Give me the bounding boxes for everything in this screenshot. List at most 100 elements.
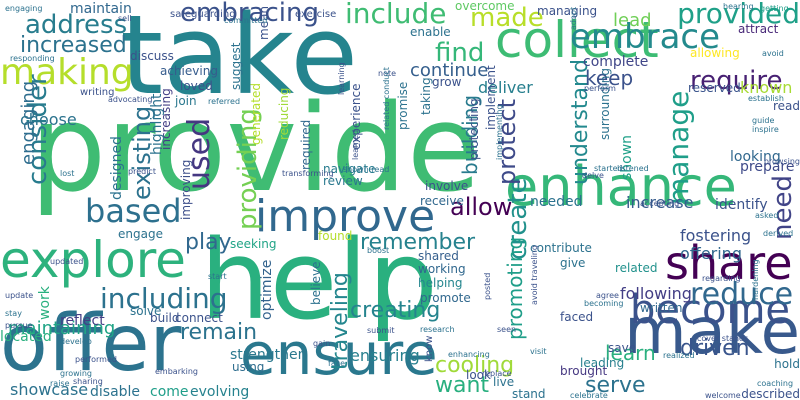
word-2: take: [120, 0, 358, 119]
word-164: update: [5, 291, 34, 300]
word-10: share: [665, 236, 793, 290]
word-128: surrounding: [598, 68, 612, 140]
word-192: learned: [351, 129, 360, 160]
word-15: based: [85, 192, 182, 230]
word-96: navigate: [323, 162, 376, 176]
word-44: learn: [605, 341, 656, 365]
word-183: becoming: [584, 299, 624, 308]
word-126: protecting: [467, 98, 481, 160]
word-115: reducing: [277, 87, 291, 140]
word-182: seen: [497, 325, 517, 334]
word-119: found: [318, 229, 353, 243]
word-122: enable: [410, 25, 451, 39]
word-157: asked: [755, 211, 779, 220]
word-187: realized: [663, 351, 695, 360]
word-73: allowing: [690, 46, 740, 60]
word-111: stand: [512, 387, 546, 400]
word-178: know: [424, 335, 435, 362]
word-106: leading: [580, 356, 625, 370]
word-135: committed: [224, 16, 268, 25]
word-60: following: [620, 284, 692, 303]
word-42: serve: [585, 373, 646, 398]
word-35: remember: [360, 230, 476, 255]
word-173: believe: [309, 261, 323, 305]
word-138: getting: [760, 4, 789, 13]
word-188: cover stands: [697, 334, 749, 343]
word-166: pursue: [5, 321, 33, 330]
word-168: performed: [75, 355, 117, 364]
word-141: responding: [10, 54, 55, 63]
word-170: sharing: [73, 377, 103, 386]
word-87: connect: [175, 311, 223, 325]
word-169: raise: [50, 379, 70, 388]
word-142: writing: [80, 87, 115, 98]
word-52: keep: [585, 66, 634, 90]
word-162: predict: [128, 167, 156, 176]
word-3: help: [200, 216, 438, 344]
word-78: achieving: [160, 64, 218, 78]
word-97: review: [323, 174, 363, 188]
word-4: offer: [0, 299, 182, 389]
word-63: showcase: [10, 380, 89, 399]
word-16: reduce: [690, 277, 794, 312]
word-36: creating: [350, 298, 441, 323]
word-103: written: [640, 301, 683, 315]
word-180: replace: [482, 369, 512, 378]
word-18: including: [100, 282, 228, 315]
word-80: improving: [179, 159, 193, 220]
word-65: optimize: [259, 259, 275, 320]
word-98: receive: [420, 194, 464, 208]
word-179: enhancing: [448, 350, 490, 359]
word-197: listened: [617, 164, 649, 173]
word-22: address: [25, 10, 128, 40]
word-171: growing: [60, 369, 92, 378]
word-66: looking: [730, 149, 781, 165]
word-19: include: [345, 0, 447, 30]
word-68: identify: [715, 197, 768, 213]
word-11: improve: [255, 191, 436, 242]
word-7: enhance: [505, 155, 737, 218]
word-59: offering: [680, 244, 742, 263]
word-55: lead: [613, 10, 652, 31]
word-196: posted: [483, 272, 492, 300]
word-125: promise: [396, 81, 410, 130]
word-24: find: [435, 38, 485, 68]
word-153: started: [594, 164, 623, 173]
word-100: involve: [425, 179, 469, 193]
word-113: described: [741, 387, 800, 400]
word-185: celebrate: [570, 391, 608, 400]
word-89: come: [150, 384, 189, 400]
word-117: required: [299, 119, 313, 170]
word-191: related conduct: [382, 67, 391, 130]
word-102: related: [615, 261, 658, 275]
word-6: ensure: [240, 320, 438, 388]
word-109: live: [493, 375, 515, 389]
word-93: helping: [418, 276, 463, 290]
word-156: accepting: [640, 199, 680, 208]
word-140: sell: [118, 14, 132, 23]
word-145: learning: [337, 62, 346, 95]
word-64: strengthen: [230, 347, 307, 363]
word-137: hearing: [723, 2, 754, 11]
word-51: continue: [410, 60, 489, 81]
word-104: give: [560, 256, 586, 270]
word-38: traveling: [328, 272, 353, 370]
word-167: develop: [60, 337, 92, 346]
word-90: evolving: [190, 384, 250, 400]
word-143: advocating: [108, 95, 153, 104]
word-54: known: [740, 78, 793, 97]
word-124: taking: [419, 77, 433, 115]
word-133: suggest: [229, 42, 243, 90]
word-74: choose: [20, 110, 77, 129]
word-158: regarding: [702, 274, 741, 283]
word-23: increased: [20, 33, 127, 58]
word-175: face: [328, 359, 346, 368]
word-190: avoid traveling: [530, 245, 539, 305]
word-186: welcome: [705, 391, 741, 400]
word-114: disable: [90, 384, 141, 400]
word-176: submit: [367, 326, 395, 335]
word-85: solve: [130, 304, 162, 318]
word-21: made: [470, 3, 544, 33]
word-95: promote: [420, 291, 471, 305]
